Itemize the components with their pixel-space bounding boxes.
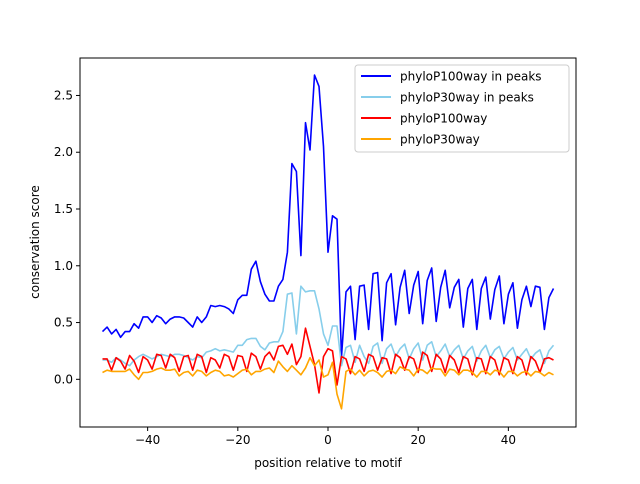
legend-label: phyloP100way bbox=[400, 112, 487, 126]
y-tick-label: 1.0 bbox=[54, 259, 73, 273]
x-axis: −40 −20 0 20 40 bbox=[135, 427, 516, 447]
legend-label: phyloP30way in peaks bbox=[400, 91, 534, 105]
y-tick-label: 2.0 bbox=[54, 145, 73, 159]
legend-frame bbox=[354, 64, 570, 153]
series-line-3 bbox=[102, 356, 554, 410]
x-tick-label: 40 bbox=[501, 433, 516, 447]
y-axis-label: conservation score bbox=[28, 185, 42, 299]
x-tick-label: 20 bbox=[411, 433, 426, 447]
y-tick-label: 2.5 bbox=[54, 88, 73, 102]
legend-label: phyloP100way in peaks bbox=[400, 70, 542, 84]
y-tick-label: 1.5 bbox=[54, 202, 73, 216]
series-line-0 bbox=[101, 74, 555, 358]
y-tick-label: 0.5 bbox=[54, 316, 73, 330]
y-tick-label: 0.0 bbox=[54, 372, 73, 386]
series-line-2 bbox=[102, 327, 554, 394]
x-tick-label: −40 bbox=[135, 433, 160, 447]
y-axis: 0.0 0.5 1.0 1.5 2.0 2.5 bbox=[54, 88, 80, 386]
legend-label: phyloP30way bbox=[400, 133, 480, 147]
x-tick-label: −20 bbox=[225, 433, 250, 447]
series-layer bbox=[101, 74, 555, 410]
x-tick-label: 0 bbox=[324, 433, 332, 447]
x-axis-label: position relative to motif bbox=[254, 456, 402, 470]
legend: phyloP100way in peaks phyloP30way in peak… bbox=[354, 64, 570, 153]
